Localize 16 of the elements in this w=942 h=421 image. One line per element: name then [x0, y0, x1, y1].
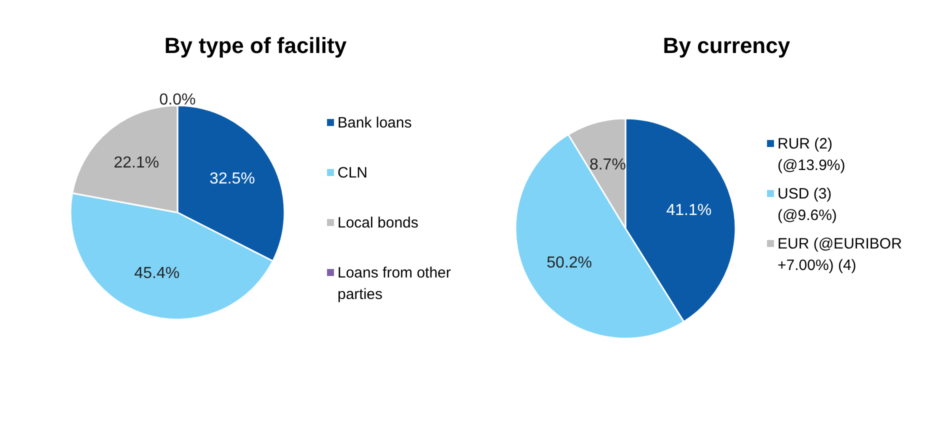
data-label: 32.5% [210, 170, 255, 188]
legend-label: EUR (@EURIBOR +7.00%) (4) [778, 236, 902, 274]
data-label: 8.7% [589, 156, 626, 174]
legend-label: RUR (2) (@13.9%) [778, 136, 846, 174]
chart-title: By currency [662, 33, 791, 58]
legend-label: Bank loans [338, 114, 412, 132]
data-label: 50.2% [546, 254, 592, 272]
legend-label: USD (3) (@9.6%) [778, 186, 837, 224]
data-label: 41.1% [666, 202, 712, 219]
data-label: 22.1% [114, 154, 160, 172]
legend-label: Loans from other parties [338, 264, 451, 303]
legend-label: CLN [338, 164, 368, 182]
chart-title: By type of facility [164, 33, 348, 58]
data-label: 45.4% [134, 264, 180, 282]
text: 0.0% [159, 92, 196, 109]
legend-label: Local bonds [338, 214, 418, 232]
